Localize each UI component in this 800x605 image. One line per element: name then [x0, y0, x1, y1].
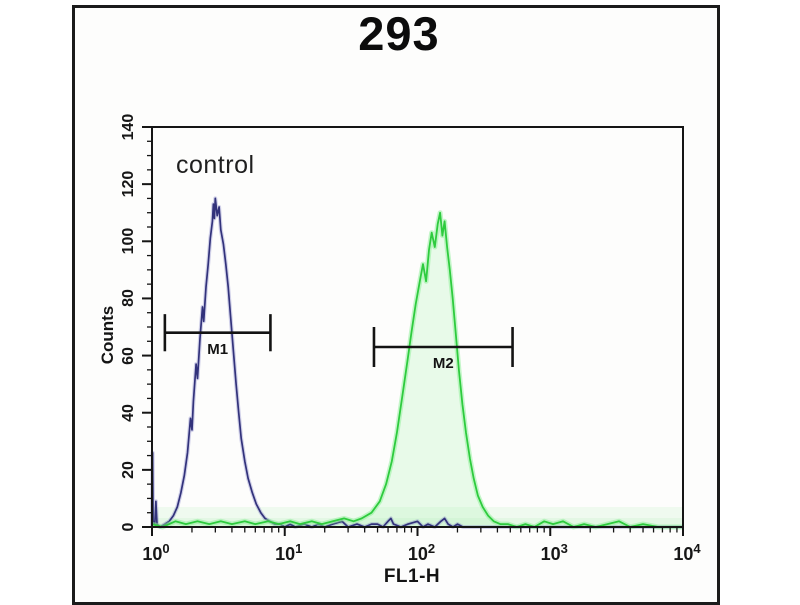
y-tick-label: 80	[120, 289, 137, 308]
control-annotation: control	[176, 151, 255, 179]
control-series-line	[151, 197, 683, 528]
x-tick-label: 104	[673, 541, 701, 564]
y-tick-label: 40	[120, 403, 137, 422]
stained-series-line	[151, 211, 683, 528]
marker-label-M1: M1	[207, 340, 229, 358]
chart-title: 293	[358, 7, 440, 60]
x-tick-label: 102	[407, 541, 436, 564]
x-tick-label: 100	[142, 541, 170, 564]
stained-series-fill	[152, 212, 683, 527]
y-axis-title: Counts	[98, 305, 117, 365]
x-tick-label: 101	[275, 541, 303, 564]
y-tick-label: 20	[120, 460, 137, 479]
y-tick-label: 100	[120, 227, 137, 255]
x-axis-title: FL1-H	[383, 566, 441, 587]
y-tick-label: 60	[120, 346, 137, 365]
y-tick-label: 140	[120, 113, 137, 141]
figure-photo-frame	[72, 5, 720, 605]
y-tick-label: 120	[120, 170, 137, 198]
x-tick-label: 103	[540, 541, 568, 564]
marker-label-M2: M2	[432, 355, 454, 372]
